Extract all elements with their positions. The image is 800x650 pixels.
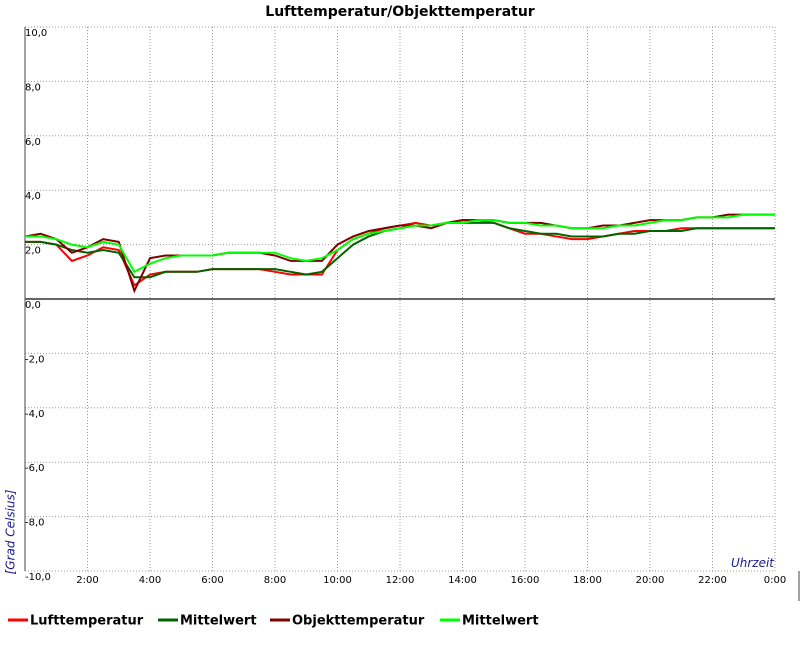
x-tick-label: 14:00 <box>448 575 477 586</box>
legend-label: Mittelwert <box>462 614 539 629</box>
x-tick-label: 8:00 <box>264 575 286 586</box>
x-tick-label: 20:00 <box>636 575 665 586</box>
y-tick-label: 8,0 <box>25 82 41 93</box>
y-tick-label: -2,0 <box>25 354 45 365</box>
y-tick-label: 10,0 <box>25 28 47 39</box>
y-tick-label: 2,0 <box>25 246 41 257</box>
y-tick-label: -10,0 <box>25 572 51 583</box>
x-tick-label: 6:00 <box>201 575 223 586</box>
x-tick-label: 2:00 <box>76 575 98 586</box>
x-axis-label: Uhrzeit <box>731 556 775 570</box>
series-line <box>25 213 775 274</box>
y-tick-label: 6,0 <box>25 137 41 148</box>
x-tick-label: 12:00 <box>386 575 415 586</box>
y-tick-label: -8,0 <box>25 518 45 529</box>
x-tick-label: 18:00 <box>573 575 602 586</box>
x-tick-label: 0:00 <box>764 575 786 586</box>
y-tick-label: -6,0 <box>25 463 45 474</box>
y-tick-label: 4,0 <box>25 191 41 202</box>
legend-label: Lufttemperatur <box>30 614 144 629</box>
y-axis-label: [Grad Celsius] <box>4 489 18 574</box>
chart-title: Lufttemperatur/Objekttemperatur <box>265 4 535 20</box>
y-tick-label: 0,0 <box>25 300 41 311</box>
series-line <box>24 213 775 294</box>
y-tick-label: -4,0 <box>25 409 45 420</box>
x-tick-label: 22:00 <box>698 575 727 586</box>
legend-label: Mittelwert <box>180 614 257 629</box>
x-tick-label: 16:00 <box>511 575 540 586</box>
x-tick-label: 4:00 <box>139 575 161 586</box>
x-tick-label: 10:00 <box>323 575 352 586</box>
legend-label: Objekttemperatur <box>292 614 425 629</box>
